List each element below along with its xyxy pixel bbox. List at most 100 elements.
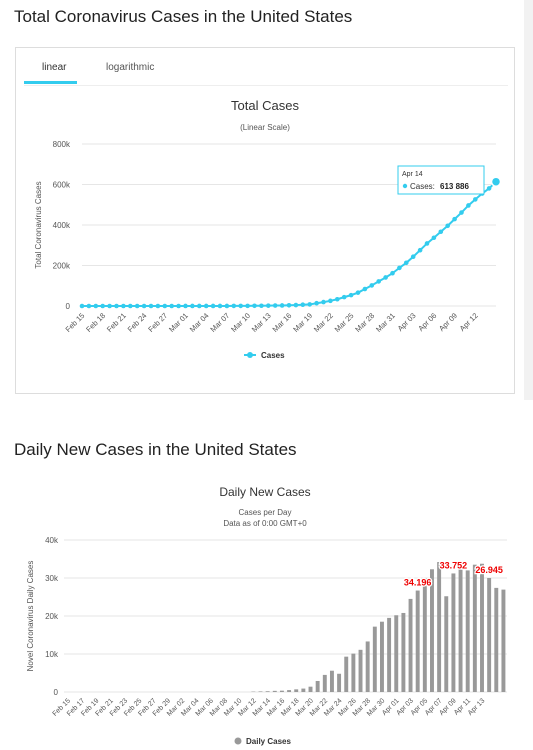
- x-tick-label: Mar 13: [250, 311, 273, 334]
- cases-point: [328, 298, 333, 304]
- cases-point: [155, 303, 161, 309]
- cases-point: [452, 216, 457, 222]
- cases-point: [134, 303, 140, 309]
- daily-bar: [265, 691, 270, 692]
- y-tick-label: 400k: [53, 221, 71, 230]
- y-tick-label: 0: [54, 688, 59, 697]
- cases-point: [314, 300, 319, 306]
- cases-point: [293, 302, 299, 308]
- daily-bar: [279, 690, 284, 692]
- total-cases-chart: Total Cases (Linear Scale) 0 200k 400k 600k 80…: [34, 98, 502, 360]
- daily-bar: [501, 589, 506, 692]
- daily-bar: [422, 578, 427, 692]
- daily-bar: [394, 615, 399, 692]
- cases-point: [404, 260, 409, 266]
- y-axis-label: Total Coronavirus Cases: [34, 181, 43, 268]
- cases-point: [369, 283, 375, 288]
- cases-point: [445, 223, 451, 229]
- cases-point: [397, 265, 402, 271]
- x-tick-label: Mar 31: [374, 311, 397, 334]
- cases-point: [490, 176, 502, 187]
- cases-point: [190, 303, 195, 309]
- cases-point: [238, 303, 243, 309]
- data-label: 26.945: [475, 565, 503, 575]
- daily-bar: [287, 690, 292, 692]
- x-tick-label: Mar 01: [167, 311, 190, 334]
- cases-point: [286, 302, 292, 308]
- tooltip-label: Cases:: [410, 182, 435, 191]
- cases-point: [431, 235, 437, 241]
- legend-marker: [247, 352, 253, 358]
- chart-title: Daily New Cases: [219, 485, 310, 499]
- cases-point: [307, 302, 313, 307]
- cases-point: [162, 303, 168, 309]
- cases-point: [231, 303, 237, 309]
- x-tick-label: Mar 07: [208, 311, 231, 334]
- cases-point: [473, 197, 478, 202]
- legend-marker: [234, 737, 242, 745]
- x-tick-label: Feb 27: [146, 311, 169, 334]
- cases-point: [348, 292, 354, 298]
- daily-bar: [272, 690, 277, 692]
- daily-cases-chart: Daily New Cases Cases per Day Data as of 0…: [26, 485, 507, 746]
- cases-point: [417, 247, 423, 253]
- daily-bar: [480, 563, 484, 692]
- tooltip-date: Apr 14: [402, 171, 423, 178]
- cases-point: [321, 299, 326, 305]
- daily-bar: [494, 587, 499, 692]
- cases-point: [355, 290, 361, 295]
- cases-point: [459, 210, 464, 215]
- chart-title: Total Cases: [231, 98, 299, 113]
- cases-point: [121, 303, 126, 309]
- cases-point: [424, 241, 430, 246]
- daily-bar: [351, 653, 356, 692]
- cases-point: [93, 303, 99, 309]
- cases-point: [107, 303, 112, 309]
- y-axis-label: Novel Coronavirus Daily Cases: [26, 561, 35, 672]
- x-tick-label: Mar 10: [229, 311, 252, 334]
- daily-bar: [430, 569, 434, 692]
- x-tick-label: Feb 21: [105, 311, 128, 334]
- x-tick-label: Mar 19: [291, 311, 314, 334]
- daily-bar: [308, 686, 313, 692]
- cases-line: [82, 180, 497, 307]
- tab-logarithmic[interactable]: logarithmic: [106, 62, 155, 73]
- cases-point: [176, 303, 181, 309]
- y-tick-label: 10k: [45, 650, 59, 659]
- cases-point: [259, 303, 264, 309]
- cases-point: [390, 270, 395, 276]
- daily-bar: [379, 621, 384, 692]
- cases-point: [245, 303, 250, 309]
- total-cases-heading: Total Coronavirus Cases in the United St…: [14, 7, 353, 26]
- daily-bar: [258, 691, 263, 692]
- chart-subtitle-2: Data as of 0:00 GMT+0: [223, 519, 307, 528]
- daily-bar: [401, 612, 406, 692]
- y-tick-label: 800k: [53, 140, 71, 149]
- daily-bar: [387, 617, 392, 692]
- cases-point: [252, 303, 257, 309]
- x-tick-label: Apr 06: [416, 311, 438, 333]
- daily-bar: [444, 596, 449, 692]
- cases-point: [272, 303, 278, 308]
- cases-point: [224, 303, 230, 309]
- x-tick-label: Mar 16: [271, 311, 294, 334]
- x-tick-label: Mar 25: [333, 311, 356, 334]
- y-tick-label: 200k: [53, 262, 71, 271]
- cases-point: [197, 303, 202, 309]
- cases-point: [279, 303, 285, 308]
- daily-bar: [458, 566, 463, 692]
- daily-bar: [472, 564, 477, 692]
- cases-point: [79, 303, 85, 309]
- legend-label: Daily Cases: [246, 737, 291, 746]
- data-label: 34.196: [404, 578, 432, 588]
- cases-point: [486, 186, 492, 191]
- daily-bar: [437, 562, 442, 692]
- daily-bar: [344, 656, 349, 692]
- x-tick-label: Mar 04: [188, 311, 211, 334]
- daily-bar: [315, 680, 320, 692]
- tab-linear[interactable]: linear: [42, 62, 67, 73]
- daily-bar: [408, 598, 413, 692]
- cases-point: [141, 303, 147, 309]
- cases-point: [410, 254, 416, 260]
- cases-point: [100, 303, 105, 309]
